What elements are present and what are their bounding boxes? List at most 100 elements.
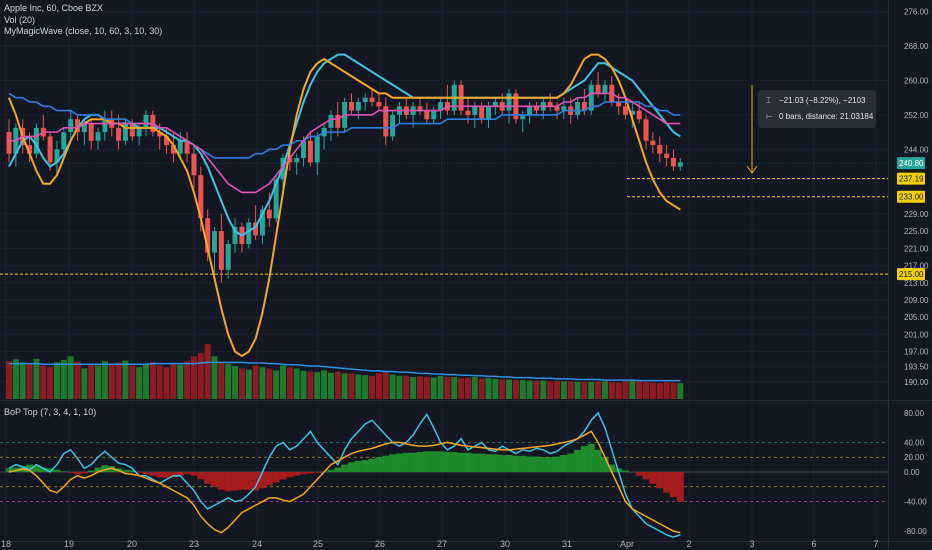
bop-histogram-bar [169,472,177,478]
candle-body [184,140,190,154]
candle-body [88,123,94,141]
bop-histogram-bar [39,467,47,472]
candle-body [253,222,259,236]
bop-histogram-bar [204,472,212,484]
bop-histogram-bar [142,472,150,475]
wave-cyan-line [8,53,681,237]
volume-bar [26,363,33,399]
volume-bar [47,367,54,399]
volume-bar [238,368,245,399]
volume-bar [53,362,60,399]
bop-histogram-bar [669,472,677,498]
bop-histogram-bar [32,466,40,472]
volume-bar [204,344,211,399]
bop-histogram-bar [60,471,68,472]
volume-bar [382,371,389,399]
candle-body [136,127,142,137]
bop-histogram-bar [498,455,506,472]
volume-bar [478,378,485,399]
bop-histogram-bar [286,472,294,478]
candle-body [301,140,307,158]
y-tick-label: 193.50 [904,363,929,372]
y-tick-label: 197.00 [904,348,929,357]
price-label-box [897,268,925,281]
volume-bar [622,380,629,399]
bop-cyan-line [8,411,681,538]
candle-body [629,110,635,115]
volume-bar [506,379,513,399]
candle-body [225,244,231,270]
bop-histogram-bar [430,451,438,472]
measure-tooltip: ⌶ −21.03 (−8.22%), −2103 ⊢ 0 bars, distanc… [758,90,876,128]
candle-body [102,119,108,133]
bop-histogram-bar [176,472,184,476]
volume-bar [485,378,492,399]
candle-body [650,140,656,146]
volume-bar [232,366,239,399]
y-tick-label: 268.00 [904,42,929,51]
volume-bar [273,370,280,399]
volume-bar [266,368,273,399]
candle-body [157,132,163,137]
volume-bar [33,358,40,399]
bop-histogram-bar [163,472,171,478]
volume-bar [115,362,122,399]
candle-body [54,149,60,163]
candle-body [205,218,211,253]
bop-histogram-bar [560,455,568,472]
volume-bar [595,381,602,399]
bop-histogram-bar [231,472,239,491]
volume-bar [355,374,362,399]
volume-bar [492,378,499,399]
volume-bar [567,381,574,399]
volume-bar [101,361,108,399]
volume-bar [225,363,232,399]
bop-histogram-bar [478,453,486,472]
candle-body [465,110,471,115]
candle-body [376,102,382,107]
candle-body [362,97,368,102]
bop-histogram-bar [156,472,164,478]
wave-blue-line [8,92,681,159]
bop-histogram-bar [217,472,225,490]
volume-bar [245,369,252,399]
y-tick-label: 201.00 [904,330,929,339]
volume-bar [471,377,478,399]
candle-body [246,222,252,245]
candle-body [431,110,437,120]
volume-bar [663,381,670,399]
volume-bar [300,370,307,399]
volume-bar [67,356,74,399]
volume-bar [396,375,403,399]
volume-bar [670,382,677,399]
bop-histogram-bar [574,449,582,472]
candle-body [191,153,197,176]
candle-body [273,179,279,219]
candle-body [170,145,176,154]
bop-histogram-bar [300,472,308,475]
volume-bar [629,380,636,399]
candle-body [266,209,272,219]
volume-bar [88,363,95,399]
bop-histogram-bar [135,472,143,473]
candle-body [61,132,67,150]
bop-histogram-bar [94,467,102,472]
x-tick-label: 25 [313,539,323,549]
x-tick-label: 30 [500,539,510,549]
y-tick-label: 209.00 [904,296,929,305]
volume-bar [464,377,471,399]
bop-histogram-bar [567,453,575,472]
bop-histogram-bar [635,472,643,476]
volume-bar [677,383,684,399]
volume-bar [430,377,437,399]
bop-histogram-bar [211,472,218,487]
candle-body [369,97,375,102]
bop-histogram-bar [306,472,314,474]
candle-body [349,102,354,111]
volume-bar [547,381,554,399]
bop-histogram-bar [128,470,136,472]
bop-histogram-bar [642,472,650,480]
bop-histogram-bar [546,457,554,472]
bop-legend: BoP Top (7, 3, 4, 1, 10) [4,407,97,417]
bop-histogram-bar [491,454,499,472]
